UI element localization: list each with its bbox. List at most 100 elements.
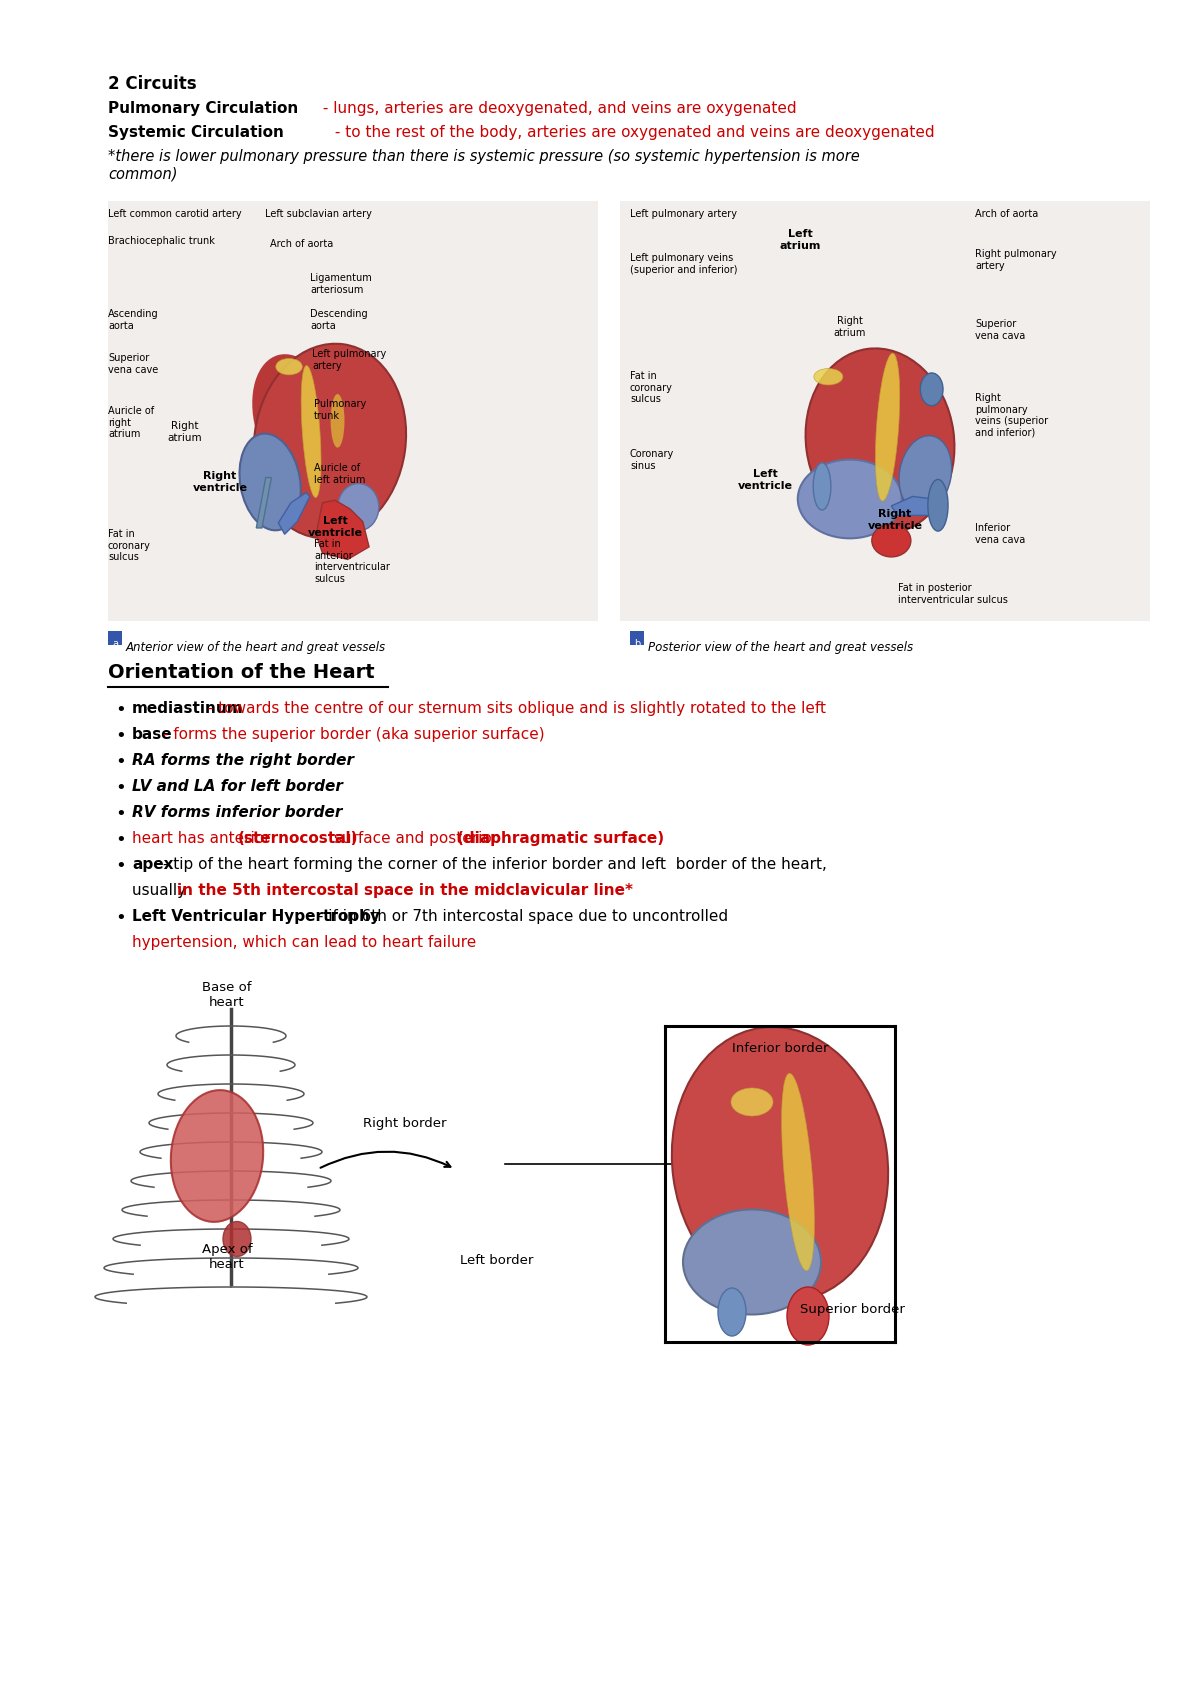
Text: - lungs, arteries are deoxygenated, and veins are oxygenated: - lungs, arteries are deoxygenated, and … — [318, 100, 797, 115]
Text: •: • — [115, 857, 126, 874]
Text: hypertension, which can lead to heart failure: hypertension, which can lead to heart fa… — [132, 936, 476, 949]
Text: Right
ventricle: Right ventricle — [868, 509, 923, 530]
Text: Systemic Circulation: Systemic Circulation — [108, 126, 284, 139]
Text: Ligamentum
arteriosum: Ligamentum arteriosum — [310, 273, 372, 294]
Text: Superior
vena cave: Superior vena cave — [108, 353, 158, 375]
Text: Coronary
sinus: Coronary sinus — [630, 448, 674, 470]
Ellipse shape — [672, 1027, 888, 1301]
Text: Right border: Right border — [364, 1117, 446, 1131]
Text: •: • — [115, 830, 126, 849]
Text: Ascending
aorta: Ascending aorta — [108, 309, 158, 331]
Text: Base of
heart: Base of heart — [203, 981, 252, 1009]
Text: b: b — [634, 638, 640, 649]
Ellipse shape — [223, 1221, 251, 1257]
Text: - to the rest of the body, arteries are oxygenated and veins are deoxygenated: - to the rest of the body, arteries are … — [330, 126, 935, 139]
Text: Fat in
coronary
sulcus: Fat in coronary sulcus — [108, 530, 151, 562]
Text: Left common carotid artery: Left common carotid artery — [108, 209, 241, 219]
Ellipse shape — [683, 1209, 821, 1314]
Text: Left border: Left border — [460, 1255, 533, 1267]
Text: Fat in posterior
interventricular sulcus: Fat in posterior interventricular sulcus — [898, 582, 1008, 604]
Text: Auricle of
right
atrium: Auricle of right atrium — [108, 406, 154, 440]
Text: Fat in
coronary
sulcus: Fat in coronary sulcus — [630, 370, 673, 404]
Text: Arch of aorta: Arch of aorta — [270, 239, 334, 250]
Text: Apex of
heart: Apex of heart — [202, 1243, 252, 1272]
Text: Fat in
anterior
interventricular
sulcus: Fat in anterior interventricular sulcus — [314, 538, 390, 584]
Ellipse shape — [276, 358, 302, 375]
Ellipse shape — [254, 343, 406, 538]
Text: Auricle of
left atrium: Auricle of left atrium — [314, 464, 365, 484]
Text: Superior border: Superior border — [800, 1304, 905, 1316]
Text: Left
ventricle: Left ventricle — [738, 469, 792, 491]
Ellipse shape — [928, 479, 948, 531]
Ellipse shape — [781, 1073, 815, 1270]
Text: (sternocostal): (sternocostal) — [238, 830, 359, 846]
Text: Left pulmonary veins
(superior and inferior): Left pulmonary veins (superior and infer… — [630, 253, 738, 275]
Text: Left
atrium: Left atrium — [779, 229, 821, 251]
Text: Left subclavian artery: Left subclavian artery — [265, 209, 372, 219]
Text: Left Ventricular Hypertrophy: Left Ventricular Hypertrophy — [132, 908, 380, 924]
Polygon shape — [316, 501, 370, 559]
Ellipse shape — [338, 484, 379, 531]
Ellipse shape — [872, 525, 911, 557]
Text: surface and posterior: surface and posterior — [329, 830, 503, 846]
Text: RA forms the right border: RA forms the right border — [132, 752, 354, 767]
Text: - if in 6th or 7th intercostal space due to uncontrolled: - if in 6th or 7th intercostal space due… — [313, 908, 728, 924]
Polygon shape — [892, 496, 944, 514]
Text: - forms the superior border (aka superior surface): - forms the superior border (aka superio… — [158, 727, 545, 742]
Text: Right
atrium: Right atrium — [834, 316, 866, 338]
Ellipse shape — [798, 460, 901, 538]
Text: Right
atrium: Right atrium — [168, 421, 203, 443]
Ellipse shape — [301, 365, 322, 498]
Text: Descending
aorta: Descending aorta — [310, 309, 367, 331]
Text: Right
pulmonary
veins (superior
and inferior): Right pulmonary veins (superior and infe… — [974, 392, 1048, 438]
Ellipse shape — [805, 348, 954, 533]
Ellipse shape — [170, 1090, 263, 1223]
Text: Pulmonary Circulation: Pulmonary Circulation — [108, 100, 299, 115]
Text: LV and LA for left border: LV and LA for left border — [132, 779, 343, 795]
Text: mediastinum: mediastinum — [132, 701, 244, 717]
Polygon shape — [278, 492, 310, 535]
Bar — [630, 632, 644, 645]
Text: heart has anterior: heart has anterior — [132, 830, 275, 846]
Text: a: a — [112, 638, 118, 649]
Bar — [620, 200, 1150, 621]
Ellipse shape — [899, 436, 952, 511]
Text: 2 Circuits: 2 Circuits — [108, 75, 197, 93]
Text: Brachiocephalic trunk: Brachiocephalic trunk — [108, 236, 215, 246]
Text: (diaphragmatic surface): (diaphragmatic surface) — [457, 830, 665, 846]
Text: •: • — [115, 805, 126, 824]
Text: *there is lower pulmonary pressure than there is systemic pressure (so systemic : *there is lower pulmonary pressure than … — [108, 149, 859, 182]
Polygon shape — [257, 477, 271, 528]
Text: in the 5th intercostal space in the midclavicular line*: in the 5th intercostal space in the midc… — [176, 883, 632, 898]
Bar — [108, 632, 122, 645]
Text: Pulmonary
trunk: Pulmonary trunk — [314, 399, 366, 421]
Ellipse shape — [731, 1088, 773, 1116]
Text: Right pulmonary
artery: Right pulmonary artery — [974, 250, 1057, 270]
Ellipse shape — [787, 1287, 829, 1345]
Text: •: • — [115, 752, 126, 771]
Text: Left pulmonary artery: Left pulmonary artery — [630, 209, 737, 219]
Ellipse shape — [814, 368, 842, 385]
Text: Left
ventricle: Left ventricle — [307, 516, 362, 538]
Text: Right
ventricle: Right ventricle — [192, 470, 247, 492]
Text: base: base — [132, 727, 173, 742]
Text: usually: usually — [132, 883, 191, 898]
Bar — [108, 200, 598, 621]
Text: RV forms inferior border: RV forms inferior border — [132, 805, 342, 820]
Text: - tip of the heart forming the corner of the inferior border and left  border of: - tip of the heart forming the corner of… — [158, 857, 827, 873]
Ellipse shape — [920, 374, 943, 406]
Text: •: • — [115, 908, 126, 927]
Ellipse shape — [876, 353, 900, 501]
Text: •: • — [115, 779, 126, 796]
Text: Orientation of the Heart: Orientation of the Heart — [108, 662, 374, 683]
Text: Arch of aorta: Arch of aorta — [974, 209, 1038, 219]
Text: Inferior border: Inferior border — [732, 1041, 828, 1054]
Ellipse shape — [252, 355, 338, 484]
Text: •: • — [115, 727, 126, 745]
Text: - towards the centre of our sternum sits oblique and is slightly rotated to the : - towards the centre of our sternum sits… — [203, 701, 827, 717]
Ellipse shape — [331, 394, 344, 448]
Ellipse shape — [240, 433, 301, 530]
Text: apex: apex — [132, 857, 174, 873]
Text: Left pulmonary
artery: Left pulmonary artery — [312, 350, 386, 370]
Text: Anterior view of the heart and great vessels: Anterior view of the heart and great ves… — [126, 642, 386, 654]
